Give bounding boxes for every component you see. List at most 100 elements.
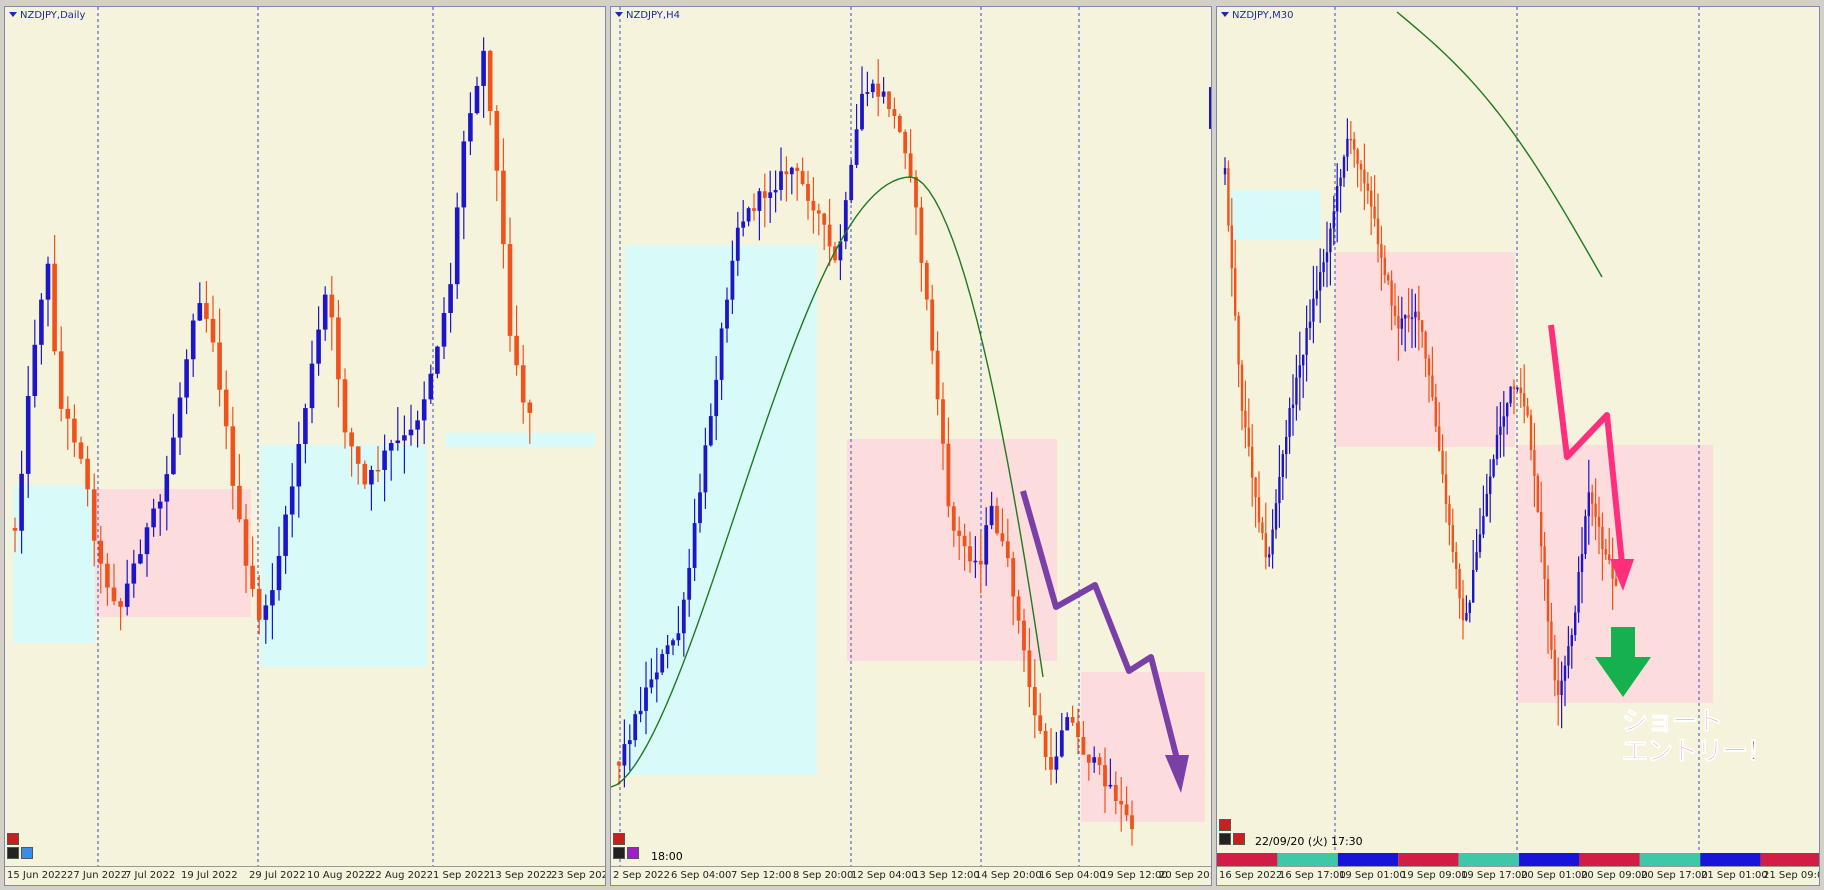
chart-controls-h4[interactable] — [613, 833, 643, 863]
candle-body — [1410, 317, 1414, 319]
x-tick-label: 15 Jun 2022 — [7, 870, 68, 881]
panel-title-h4: NZDJPY,H4 — [615, 10, 680, 21]
candle-body — [725, 299, 729, 329]
candle-body — [1574, 612, 1577, 636]
session-bar-segment — [1277, 853, 1338, 867]
candle-body — [654, 672, 659, 680]
candle-body — [1291, 404, 1295, 409]
candle-body — [887, 91, 891, 110]
candle-body — [1489, 476, 1492, 494]
candle-body — [1070, 717, 1075, 723]
candle-body — [1499, 426, 1502, 435]
candle-body — [1011, 558, 1016, 597]
indicator-icon[interactable] — [21, 847, 33, 859]
candle-body — [908, 153, 913, 177]
candle-body — [757, 191, 762, 211]
candle-body — [243, 519, 249, 566]
moving-average-line — [1396, 11, 1603, 278]
session-bar-segment — [1639, 853, 1701, 867]
x-tick-label: 6 Sep 04:00 — [671, 870, 732, 881]
candle-body — [1570, 635, 1573, 647]
candle-body — [1512, 386, 1516, 390]
candle-body — [816, 210, 821, 214]
session-bar-segment — [1398, 853, 1459, 867]
x-tick-label: 20 Sep 20:00 — [1159, 870, 1211, 881]
candle-body — [1315, 290, 1318, 299]
x-axis-m30: 16 Sep 2022 16 Sep 17:00 19 Sep 01:00 19 Se… — [1217, 866, 1819, 885]
candle-body — [1448, 504, 1451, 526]
candle-body — [52, 263, 57, 352]
eye-icon[interactable] — [613, 847, 625, 859]
demand-zone — [261, 445, 427, 667]
chart-controls-daily[interactable] — [7, 833, 37, 863]
chart-panel-m30[interactable]: NZDJPY,M30 22/09/20 (火) 17:30 ショート エントリー… — [1216, 6, 1820, 886]
candle-body — [897, 115, 902, 132]
h4-chart-svg[interactable] — [611, 7, 1212, 886]
daily-chart-svg[interactable] — [5, 7, 606, 886]
demand-zone — [1231, 190, 1321, 240]
candle-body — [454, 207, 460, 285]
eye-icon[interactable] — [7, 847, 19, 859]
chart-panel-daily[interactable]: NZDJPY,Daily 15 Jun 2022 27 Jun 2022 7 Jul… — [4, 6, 606, 886]
candle-body — [1441, 450, 1444, 475]
candle-body — [507, 244, 513, 336]
candle-body — [1103, 765, 1107, 787]
x-tick-label: 13 Sep 2022 — [489, 870, 553, 881]
candle-body — [660, 654, 665, 673]
candle-body — [935, 350, 940, 400]
minimize-icon[interactable] — [7, 833, 19, 845]
candle-body — [1353, 139, 1356, 150]
candle-body — [1022, 620, 1026, 651]
candle-body — [19, 473, 24, 531]
candle-body — [1223, 168, 1227, 175]
candle-body — [1244, 410, 1247, 428]
indicator-icon[interactable] — [627, 847, 639, 859]
candle-body — [633, 714, 638, 741]
candle-body — [105, 563, 110, 588]
candle-body — [270, 590, 275, 606]
short-entry-annotation: ショート エントリー！ — [1621, 707, 1773, 768]
minimize-icon[interactable] — [1219, 819, 1231, 831]
candle-body — [708, 416, 713, 446]
eye-icon[interactable] — [1219, 833, 1231, 845]
candle-body — [1342, 156, 1346, 178]
candle-body — [714, 379, 719, 417]
candle-body — [973, 560, 978, 563]
candle-body — [1322, 262, 1325, 273]
candle-body — [25, 396, 31, 474]
chart-controls-m30[interactable] — [1219, 819, 1249, 849]
candle-body — [1608, 554, 1611, 561]
candle-body — [968, 546, 972, 562]
candle-body — [184, 359, 189, 398]
candle-body — [487, 50, 493, 112]
x-tick-label: 21 Sep 09:00 — [1763, 870, 1819, 881]
candle-body — [800, 170, 805, 185]
candle-body — [1390, 280, 1393, 306]
candle-body — [1472, 569, 1475, 603]
candle-body — [692, 523, 697, 568]
candle-body — [1130, 815, 1134, 830]
candle-body — [1380, 244, 1383, 258]
m30-chart-svg[interactable] — [1217, 7, 1820, 886]
candle-body — [204, 303, 209, 319]
candle-body — [930, 299, 935, 351]
candle-body — [1540, 511, 1543, 547]
candle-body — [85, 458, 90, 490]
candle-body — [375, 469, 381, 472]
candle-body — [1092, 757, 1097, 763]
candle-body — [1509, 386, 1512, 404]
candle-body — [962, 535, 967, 547]
indicator-icon[interactable] — [1233, 833, 1245, 845]
candle-body — [481, 50, 486, 86]
candle-body — [1546, 579, 1550, 622]
candle-body — [151, 508, 156, 528]
candle-body — [795, 167, 800, 171]
chart-panel-h4[interactable]: NZDJPY,H4 18:00 2 Sep 2022 6 Sep 04:00 7 S… — [610, 6, 1212, 886]
candle-body — [1108, 784, 1113, 787]
x-tick-label: 19 Sep 12:00 — [1101, 870, 1168, 881]
candle-body — [177, 397, 183, 438]
minimize-icon[interactable] — [613, 833, 625, 845]
candle-body — [263, 605, 269, 620]
candle-body — [322, 294, 328, 330]
candle-body — [719, 328, 724, 380]
